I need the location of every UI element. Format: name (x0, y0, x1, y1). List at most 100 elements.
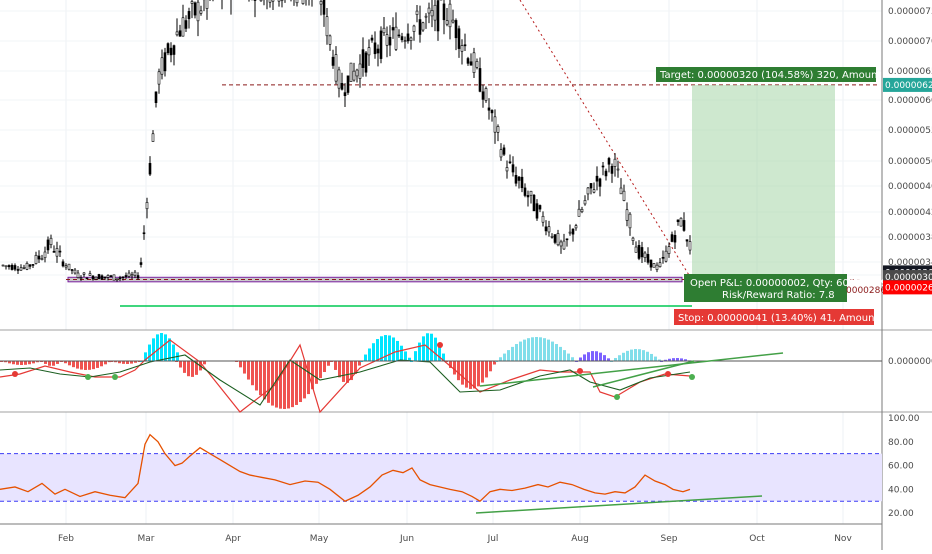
candle-body (404, 41, 406, 42)
candle-body (419, 20, 421, 35)
candle-body (347, 76, 349, 93)
candle-body (518, 177, 520, 180)
x-tick-label: Sep (661, 534, 678, 544)
candle-body (143, 233, 145, 234)
candle-body (50, 238, 52, 244)
macd-bar (587, 352, 590, 361)
stop-label[interactable]: Stop: 0.00000041 (13.40%) 41, Amount: 75… (674, 309, 904, 325)
candle-body (407, 34, 409, 41)
candle-body (644, 253, 646, 258)
macd-bar (243, 361, 246, 374)
macd-bar (481, 361, 484, 383)
candle-body (461, 46, 463, 52)
candle-body (17, 269, 19, 270)
macd-bar (239, 361, 242, 367)
macd-bar (172, 345, 175, 361)
macd-bar (191, 361, 194, 377)
candle-body (470, 62, 472, 66)
candle-body (161, 58, 163, 74)
macd-bar (461, 361, 464, 385)
candle-body (398, 35, 400, 36)
candle-body (95, 277, 97, 279)
macd-bar (20, 361, 23, 365)
candle-body (683, 220, 685, 230)
candle-body (539, 205, 541, 209)
macd-cross-marker (12, 371, 18, 377)
candle-body (56, 248, 58, 256)
candle-body (281, 0, 283, 1)
candle-body (377, 49, 379, 53)
candle-body (167, 44, 169, 53)
macd-bar (88, 361, 91, 370)
candle-body (674, 235, 676, 242)
candle-body (182, 18, 184, 36)
macd-cross-marker (577, 368, 583, 374)
candle-body (593, 190, 595, 193)
macd-bar (418, 343, 421, 361)
macd-bar (303, 361, 306, 398)
candle-body (359, 64, 361, 79)
candle-body (26, 263, 28, 269)
candle-body (83, 273, 85, 274)
candle-body (395, 27, 397, 49)
candle-body (428, 8, 430, 13)
macd-bar (68, 361, 71, 365)
candle-body (635, 247, 637, 252)
macd-bar (338, 361, 341, 377)
candle-body (647, 254, 649, 262)
macd-bar (650, 354, 653, 361)
candle-body (521, 177, 523, 188)
candle-body (101, 276, 103, 280)
candle-body (632, 238, 634, 241)
candle-body (68, 264, 70, 269)
candle-body (431, 10, 433, 15)
candle-body (686, 240, 688, 242)
candle-body (122, 277, 124, 278)
candle-body (680, 218, 682, 226)
candle-body (140, 263, 142, 265)
candle-body (551, 236, 553, 237)
candle-body (362, 50, 364, 68)
candle-body (401, 37, 403, 40)
candle-body (14, 265, 16, 269)
macd-bar (555, 344, 558, 361)
rsi-tick-label: 20.00 (888, 509, 914, 519)
candle-body (197, 2, 199, 21)
candle-body (254, 0, 256, 1)
macd-bar (642, 350, 645, 361)
profit-zone[interactable] (692, 85, 835, 280)
candle-body (662, 257, 664, 258)
macd-bar (515, 344, 518, 361)
candle-body (446, 21, 448, 25)
candle-body (350, 63, 352, 82)
candle-body (200, 11, 202, 13)
macd-bar (622, 353, 625, 361)
macd-bar (84, 361, 87, 370)
candle-body (599, 179, 601, 187)
macd-bar (559, 347, 562, 361)
candle-body (527, 195, 529, 197)
macd-bar (579, 357, 582, 361)
candle-body (116, 279, 118, 280)
candle-body (173, 46, 175, 55)
macd-bar (96, 361, 99, 368)
candle-body (569, 232, 571, 233)
candle-body (668, 247, 670, 254)
candle-body (572, 229, 574, 234)
x-tick-label: Feb (58, 534, 74, 544)
candle-body (302, 0, 304, 4)
candle-body (23, 267, 25, 268)
macd-bar (473, 361, 476, 389)
candle-body (392, 27, 394, 30)
candle-body (374, 43, 376, 54)
rsi-band-fill (0, 454, 882, 502)
macd-axis[interactable]: 0.00000000 (888, 357, 932, 367)
candle-body (65, 266, 67, 267)
macd-bar (24, 361, 27, 365)
candle-body (365, 53, 367, 72)
macd-bar (183, 361, 186, 373)
macd-bar (404, 351, 407, 361)
macd-bar (477, 361, 480, 386)
macd-bar (414, 351, 417, 361)
candle-body (536, 204, 538, 219)
